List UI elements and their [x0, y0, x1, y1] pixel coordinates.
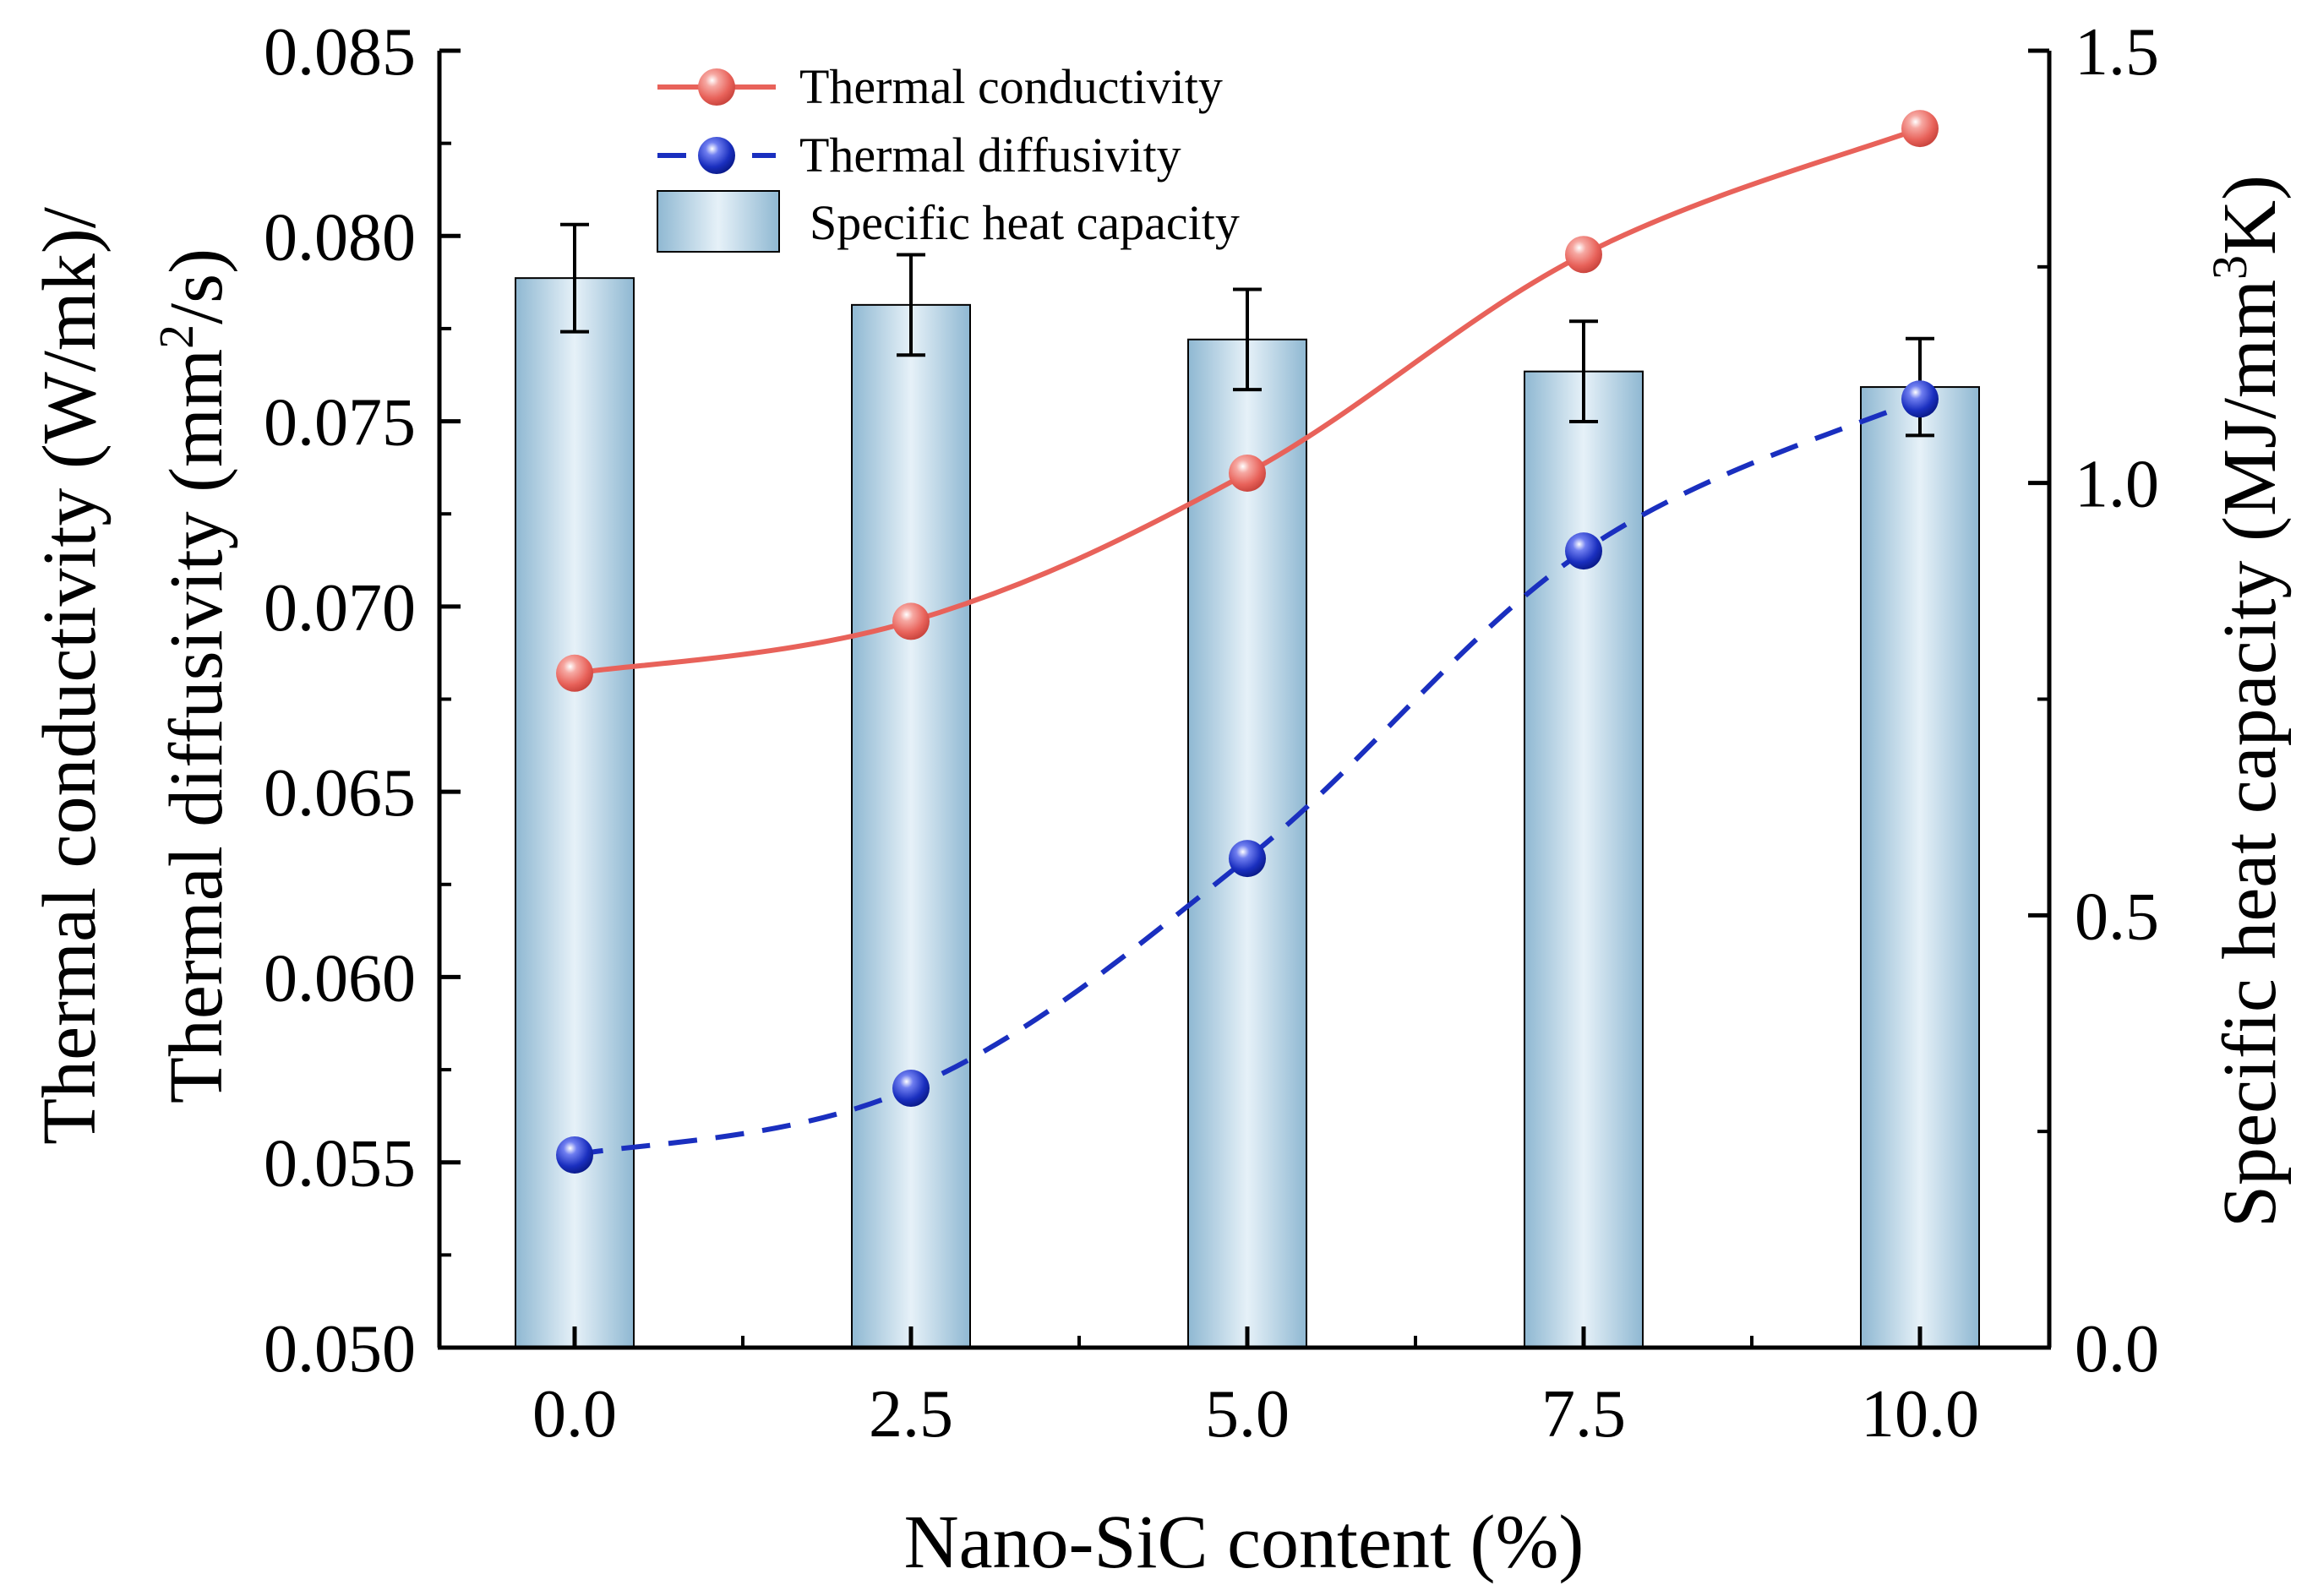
x-axis-ticks: 0.0 2.5 5.0 7.5 10.0 — [532, 1326, 1979, 1452]
legend-item-thermal-diffusivity: Thermal diffusivity — [657, 128, 1181, 182]
left-tick-label: 0.060 — [264, 941, 416, 1016]
point-thermal-conductivity — [556, 654, 593, 692]
point-thermal-conductivity — [1565, 236, 1602, 274]
legend: Thermal conductivity Thermal diffusivity… — [657, 59, 1240, 253]
right-tick-label: 0.5 — [2075, 880, 2159, 954]
right-axis-title: Specific heat capacity (MJ/mm3K) — [2202, 175, 2292, 1228]
legend-label-thermal-conductivity: Thermal conductivity — [799, 59, 1223, 114]
x-tick-label: 5.0 — [1205, 1377, 1290, 1452]
left-tick-label: 0.050 — [264, 1312, 416, 1386]
left-axis-title-line2: Thermal diffusivity (mm2/s) — [149, 248, 238, 1103]
bar-specific-heat-capacity — [515, 277, 635, 1348]
error-bar — [1569, 319, 1598, 424]
point-thermal-conductivity — [1901, 110, 1939, 148]
bar-specific-heat-capacity — [1524, 370, 1644, 1349]
error-bar — [897, 253, 925, 357]
point-thermal-diffusivity — [556, 1136, 593, 1174]
point-thermal-conductivity — [892, 602, 930, 640]
left-tick-label: 0.070 — [264, 571, 416, 645]
left-axis-title-line1: Thermal conductivity (W/mk)/ — [28, 207, 112, 1145]
error-bar — [560, 222, 589, 334]
bar-specific-heat-capacity — [851, 303, 971, 1348]
legend-label-specific-heat-capacity: Specific heat capacity — [810, 195, 1240, 250]
left-tick-label: 0.065 — [264, 756, 416, 831]
markers-layer — [556, 110, 1939, 1174]
point-thermal-conductivity — [1229, 454, 1266, 492]
x-axis-title: Nano-SiC content (%) — [904, 1501, 1584, 1584]
right-axis-ticks: 0.0 0.5 1.0 1.5 — [2028, 15, 2159, 1386]
point-thermal-diffusivity — [1565, 532, 1602, 570]
legend-marker-thermal-diffusivity — [698, 137, 735, 174]
left-axis-ticks: 0.050 0.055 0.060 0.065 0.070 0.075 0.080 0.085 — [264, 15, 461, 1386]
line-thermal-diffusivity — [574, 396, 1922, 1158]
x-tick-label: 7.5 — [1541, 1377, 1626, 1452]
left-tick-label: 0.075 — [264, 386, 416, 460]
legend-item-thermal-conductivity: Thermal conductivity — [657, 59, 1223, 114]
right-tick-label: 1.5 — [2075, 15, 2159, 90]
legend-item-specific-heat-capacity: Specific heat capacity — [657, 190, 1240, 253]
error-bars-layer — [560, 222, 1934, 438]
right-tick-label: 0.0 — [2075, 1312, 2159, 1386]
x-tick-label: 10.0 — [1861, 1377, 1979, 1452]
legend-marker-thermal-conductivity — [698, 68, 735, 106]
left-tick-label: 0.085 — [264, 15, 416, 90]
bars-layer — [515, 277, 1980, 1349]
bar-specific-heat-capacity — [1860, 386, 1980, 1348]
error-bar — [1233, 287, 1262, 392]
point-thermal-diffusivity — [1901, 380, 1939, 418]
left-tick-label: 0.080 — [264, 200, 416, 275]
left-tick-label: 0.055 — [264, 1127, 416, 1201]
legend-label-thermal-diffusivity: Thermal diffusivity — [799, 128, 1181, 182]
right-tick-label: 1.0 — [2075, 448, 2159, 522]
x-tick-label: 2.5 — [869, 1377, 953, 1452]
point-thermal-diffusivity — [892, 1070, 930, 1107]
legend-swatch-specific-heat-capacity — [657, 190, 780, 253]
x-tick-label: 0.0 — [532, 1377, 617, 1452]
point-thermal-diffusivity — [1229, 840, 1266, 878]
